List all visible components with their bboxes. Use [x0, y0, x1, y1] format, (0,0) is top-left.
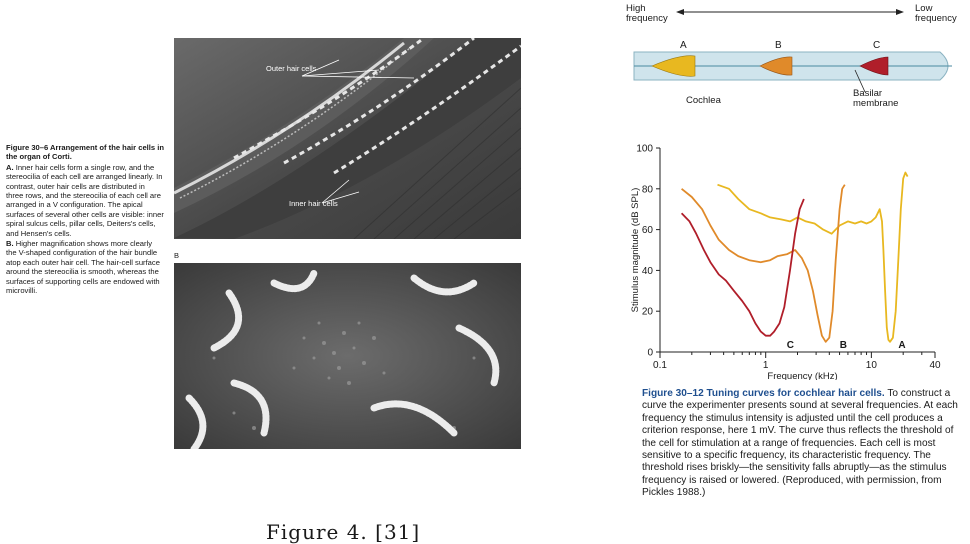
y-axis-title: Stimulus magnitude (dB SPL) — [630, 188, 641, 313]
x-tick-label: 0.1 — [653, 360, 667, 371]
frequency-arrow-right-head — [896, 9, 904, 15]
position-label-b: B — [775, 40, 782, 51]
figure-30-6-caption: Figure 30–6 Arrangement of the hair cell… — [6, 143, 164, 297]
figure-30-12-title: Figure 30–12 Tuning curves for cochlear … — [642, 388, 885, 399]
cochlea-label: Cochlea — [686, 95, 721, 106]
figure-30-6-part-a: A. Inner hair cells form a single row, a… — [6, 163, 164, 238]
high-frequency-label: High frequency — [626, 3, 668, 24]
cochlea-diagram — [633, 9, 952, 93]
y-tick-label: 0 — [647, 348, 653, 359]
series-line-a — [717, 171, 909, 343]
series-line-c — [680, 198, 805, 337]
frequency-arrow-left-head — [676, 9, 684, 15]
chart-axes: 0 20 40 60 80 100 0.1 1 10 40 Frequency (kHz) Stimu… — [630, 144, 941, 381]
tuning-curve-chart: 0 20 40 60 80 100 0.1 1 10 40 Frequency (kHz) Stimu… — [630, 144, 941, 381]
series-line-b — [681, 184, 846, 343]
position-label-c: C — [873, 40, 881, 51]
micrograph-b-image — [174, 263, 521, 449]
figure-30-12-text: To construct a curve the experimenter pr… — [642, 388, 958, 499]
part-b-text: Higher magnification shows more clearly … — [6, 239, 160, 296]
part-a-text: Inner hair cells form a single row, and … — [6, 162, 164, 238]
chart-series — [680, 171, 909, 343]
position-marker-c — [859, 56, 889, 76]
chart-labels: A B C — [787, 340, 906, 351]
part-a-label: A. — [6, 162, 14, 172]
basilar-membrane-label: Basilar membrane — [853, 88, 899, 109]
figure-30-6-title: Figure 30–6 Arrangement of the hair cell… — [6, 143, 164, 162]
x-tick-label: 10 — [866, 360, 878, 371]
series-label-c: C — [787, 340, 794, 351]
figure-4-caption: Figure 4. [31] — [266, 520, 421, 544]
y-tick-label: 80 — [642, 184, 654, 195]
position-marker-b — [759, 56, 793, 76]
micrograph-a-image — [174, 38, 521, 239]
panel-b-letter: B — [174, 251, 180, 260]
x-axis-title: Frequency (kHz) — [767, 371, 837, 380]
inner-hair-cells-label: Inner hair cells — [289, 199, 338, 208]
outer-hair-cells-label: Outer hair cells — [266, 64, 317, 73]
x-tick-label: 1 — [763, 360, 769, 371]
series-label-a: A — [898, 340, 905, 351]
basilar-membrane-pointer — [854, 69, 866, 93]
part-b-label: B. — [6, 239, 14, 249]
micrograph-panel-a — [174, 38, 521, 239]
figure-30-6-part-b: B. Higher magnification shows more clear… — [6, 239, 164, 295]
position-marker-a — [651, 55, 696, 77]
x-tick-label: 40 — [929, 360, 941, 371]
series-label-b: B — [840, 340, 847, 351]
y-tick-label: 20 — [642, 307, 654, 318]
position-label-a: A — [680, 40, 687, 51]
micrograph-panel-b — [174, 263, 521, 449]
y-tick-label: 60 — [642, 225, 654, 236]
low-frequency-label: Low frequency — [915, 3, 957, 24]
figure-30-12-caption: Figure 30–12 Tuning curves for cochlear … — [642, 388, 967, 500]
y-tick-label: 100 — [636, 144, 653, 155]
y-tick-label: 40 — [642, 266, 654, 277]
